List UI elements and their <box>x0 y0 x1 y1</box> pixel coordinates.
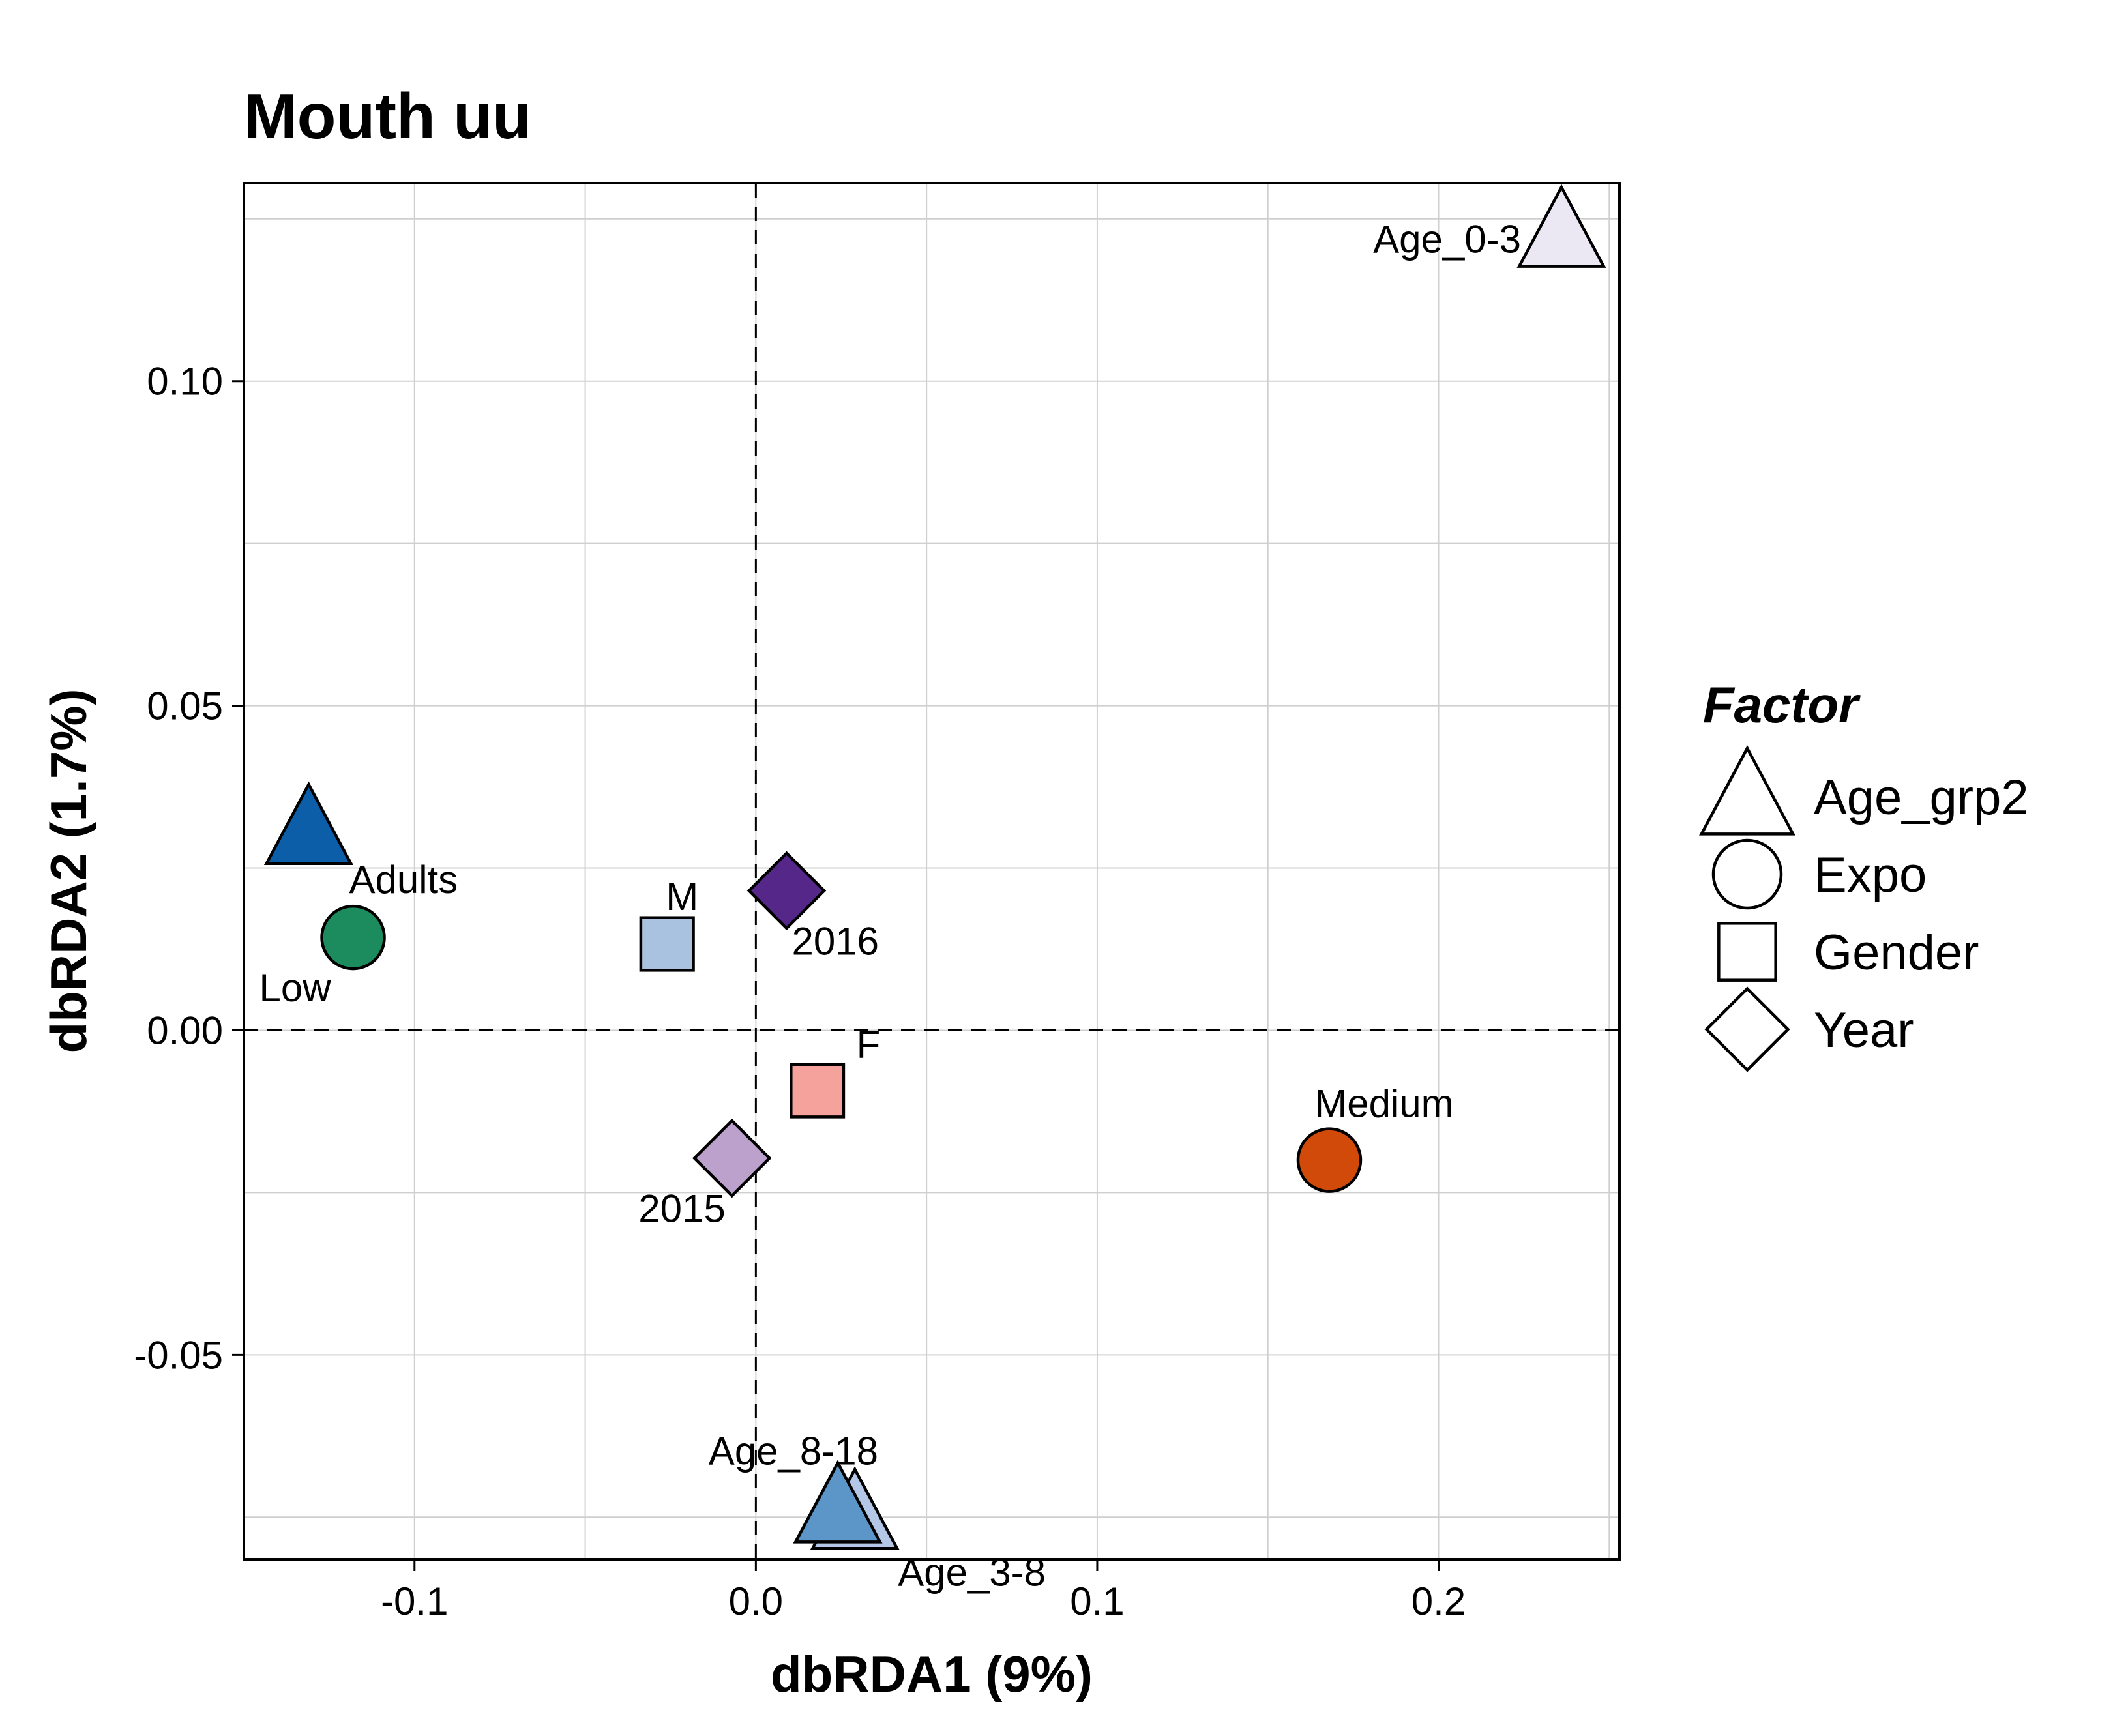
point-m <box>639 916 695 972</box>
x-tick-label: 0.1 <box>1070 1580 1124 1623</box>
point-label: Age_8-18 <box>709 1429 878 1473</box>
legend-entries: Age_grp2 Expo Gender Year <box>1699 745 2029 1072</box>
point-2016 <box>746 851 827 931</box>
point-label: Medium <box>1314 1082 1453 1126</box>
point-age-0-3 <box>1516 184 1606 268</box>
legend-key-triangle <box>1699 745 1795 836</box>
legend-label: Age_grp2 <box>1814 770 2029 825</box>
point-label: F <box>857 1023 881 1067</box>
axis-ticks: -0.1 0.0 0.1 0.2 -0.05 0.00 0.05 0.10 <box>134 360 1466 1623</box>
y-tick-label: -0.05 <box>134 1333 223 1377</box>
point-label: 2016 <box>791 919 878 963</box>
legend-key-square <box>1717 922 1777 982</box>
legend-key-circle <box>1711 838 1783 910</box>
legend-title: Factor <box>1703 676 1861 733</box>
point-2015 <box>692 1118 772 1198</box>
legend-key-diamond <box>1704 986 1790 1072</box>
x-tick-label: 0.0 <box>729 1580 783 1623</box>
point-label: M <box>666 875 698 919</box>
reference-lines <box>244 183 1619 1559</box>
y-axis-label: dbRDA2 (1.7%) <box>40 688 97 1053</box>
legend-label: Expo <box>1814 847 1927 903</box>
point-label: 2015 <box>638 1187 725 1231</box>
plot-frame <box>243 182 1621 1561</box>
x-axis-label: dbRDA1 (9%) <box>771 1645 1093 1703</box>
point-adults <box>263 781 354 866</box>
chart-title: Mouth uu <box>244 80 531 152</box>
point-age-8-18 <box>793 1460 883 1544</box>
point-f <box>790 1063 846 1119</box>
grid <box>244 183 1619 1559</box>
point-low <box>320 904 386 971</box>
point-label: Age_0-3 <box>1373 218 1521 261</box>
point-label: Low <box>259 966 331 1010</box>
point-label: Age_3-8 <box>898 1550 1046 1594</box>
legend: Factor Age_grp2 Expo Gender Year <box>1699 676 2029 1072</box>
y-tick-label: 0.05 <box>147 684 223 728</box>
y-tick-label: 0.10 <box>147 360 223 404</box>
legend-label: Year <box>1814 1003 1914 1058</box>
x-tick-label: -0.1 <box>381 1580 448 1623</box>
y-tick-label: 0.00 <box>147 1008 223 1052</box>
point-label: Adults <box>349 858 458 902</box>
x-tick-label: 0.2 <box>1411 1580 1466 1623</box>
point-medium <box>1296 1127 1363 1193</box>
point-labels: Age_0-3 Adults Age_3-8 Age_8-18 Low Medium M F 2… <box>259 218 1521 1595</box>
data-points <box>263 184 1606 1550</box>
legend-label: Gender <box>1814 925 1979 980</box>
